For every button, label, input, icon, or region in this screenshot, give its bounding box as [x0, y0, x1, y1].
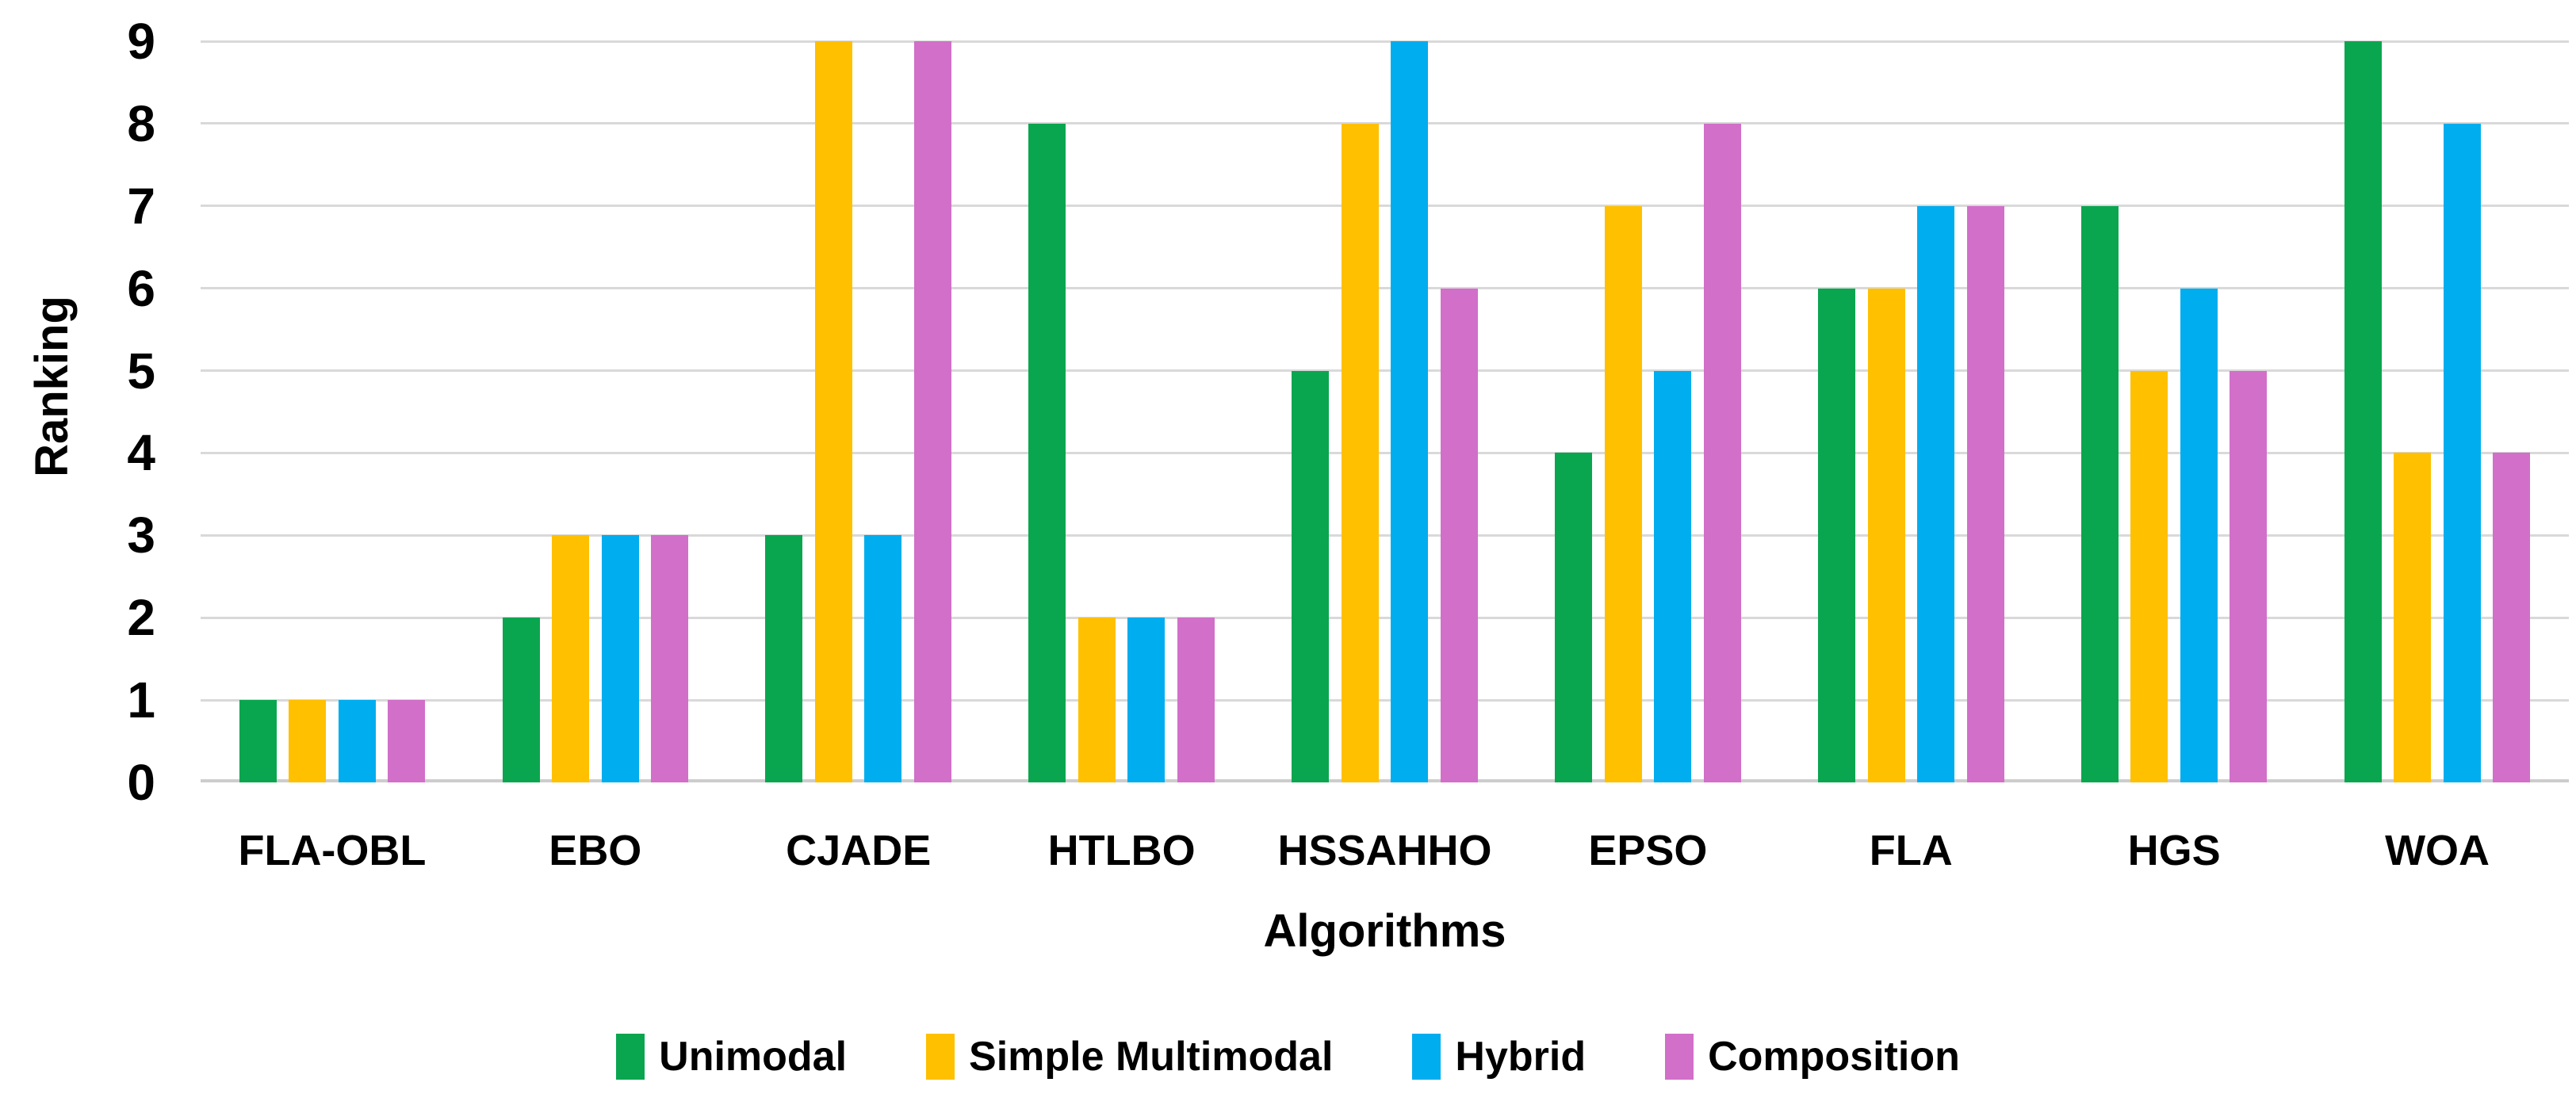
bar-hybrid [2443, 123, 2481, 782]
bar-unimodal [2080, 205, 2119, 782]
y-tick-label: 0 [127, 754, 155, 811]
x-tick-label: HTLBO [1047, 827, 1196, 874]
bar-simple-multimodal [1077, 618, 1116, 782]
y-tick-label: 2 [127, 589, 155, 647]
bar-simple-multimodal [1604, 205, 1642, 782]
x-tick-label: EPSO [1588, 827, 1708, 874]
bar-simple-multimodal [2130, 370, 2168, 782]
y-tick-label: 5 [127, 342, 155, 400]
x-tick-label: HSSAHHO [1277, 827, 1492, 874]
gridline [201, 369, 2569, 373]
legend-swatch-hybrid [1412, 1034, 1441, 1080]
x-axis-title-text: Algorithms [1263, 905, 1506, 957]
y-tick-label: 9 [127, 13, 155, 70]
bar-composition [1703, 123, 1741, 782]
gridline [201, 451, 2569, 454]
x-tick-label: HGS [2127, 827, 2221, 874]
legend-label: Unimodal [659, 1034, 848, 1080]
x-axis-baseline [201, 779, 2569, 782]
gridline [201, 40, 2569, 43]
bar-unimodal [502, 618, 540, 782]
bar-unimodal [1292, 370, 1330, 782]
y-axis-tick-labels: 0 1 2 3 4 5 6 7 8 9 [0, 0, 155, 1109]
y-tick-label: 8 [127, 94, 155, 152]
gridline [201, 287, 2569, 290]
bar-simple-multimodal [2394, 453, 2432, 782]
legend-swatch-simple-multimodal [926, 1034, 955, 1080]
bar-hybrid [1917, 205, 1955, 782]
bar-simple-multimodal [1341, 123, 1379, 782]
bar-hybrid [1391, 41, 1429, 782]
bar-unimodal [1555, 453, 1593, 782]
legend-item: Simple Multimodal [926, 1033, 1333, 1080]
bar-unimodal [765, 535, 803, 782]
bar-unimodal [1028, 123, 1066, 782]
x-tick-label: CJADE [786, 827, 932, 874]
gridline [201, 205, 2569, 208]
bar-simple-multimodal [1867, 288, 1905, 782]
x-axis-title: Algorithms [201, 903, 2569, 960]
legend-swatch-composition [1665, 1034, 1694, 1080]
bar-hybrid [1654, 370, 1692, 782]
gridline [201, 616, 2569, 619]
legend: Unimodal Simple Multimodal Hybrid Compositi… [0, 1021, 2576, 1092]
legend-label: Composition [1708, 1034, 1960, 1080]
legend-item: Unimodal [616, 1033, 847, 1080]
bar-composition [2230, 370, 2268, 782]
legend-swatch-unimodal [616, 1034, 645, 1080]
bar-hybrid [338, 700, 376, 782]
x-tick-label: FLA-OBL [238, 827, 427, 874]
bar-composition [1440, 288, 1478, 782]
legend-item: Composition [1665, 1033, 1960, 1080]
bar-composition [2493, 453, 2531, 782]
x-axis-tick-labels: FLA-OBL EBO CJADE HTLBO HSSAHHO EPSO FLA HGS WOA [201, 820, 2569, 881]
bar-simple-multimodal [552, 535, 590, 782]
x-tick-label: EBO [549, 827, 642, 874]
bar-composition [1966, 205, 2004, 782]
bar-composition [651, 535, 689, 782]
x-tick-label: FLA [1869, 827, 1953, 874]
gridline [201, 698, 2569, 702]
legend-item: Hybrid [1412, 1033, 1586, 1080]
bar-composition [388, 700, 426, 782]
bar-simple-multimodal [289, 700, 327, 782]
bar-hybrid [864, 535, 902, 782]
bar-composition [1177, 618, 1215, 782]
y-tick-label: 6 [127, 259, 155, 317]
x-tick-label: WOA [2385, 827, 2490, 874]
bar-unimodal [2344, 41, 2382, 782]
y-tick-label: 3 [127, 507, 155, 564]
bar-simple-multimodal [814, 41, 852, 782]
bar-composition [913, 41, 951, 782]
y-tick-label: 7 [127, 177, 155, 235]
y-tick-label: 1 [127, 671, 155, 729]
legend-label: Hybrid [1455, 1034, 1587, 1080]
bar-unimodal [239, 700, 277, 782]
y-tick-label: 4 [127, 424, 155, 482]
gridline [201, 533, 2569, 537]
bar-hybrid [1127, 618, 1166, 782]
plot-area [201, 40, 2569, 782]
gridline [201, 122, 2569, 125]
bar-hybrid [601, 535, 639, 782]
bar-unimodal [1818, 288, 1856, 782]
legend-label: Simple Multimodal [969, 1034, 1334, 1080]
bar-hybrid [2180, 288, 2218, 782]
